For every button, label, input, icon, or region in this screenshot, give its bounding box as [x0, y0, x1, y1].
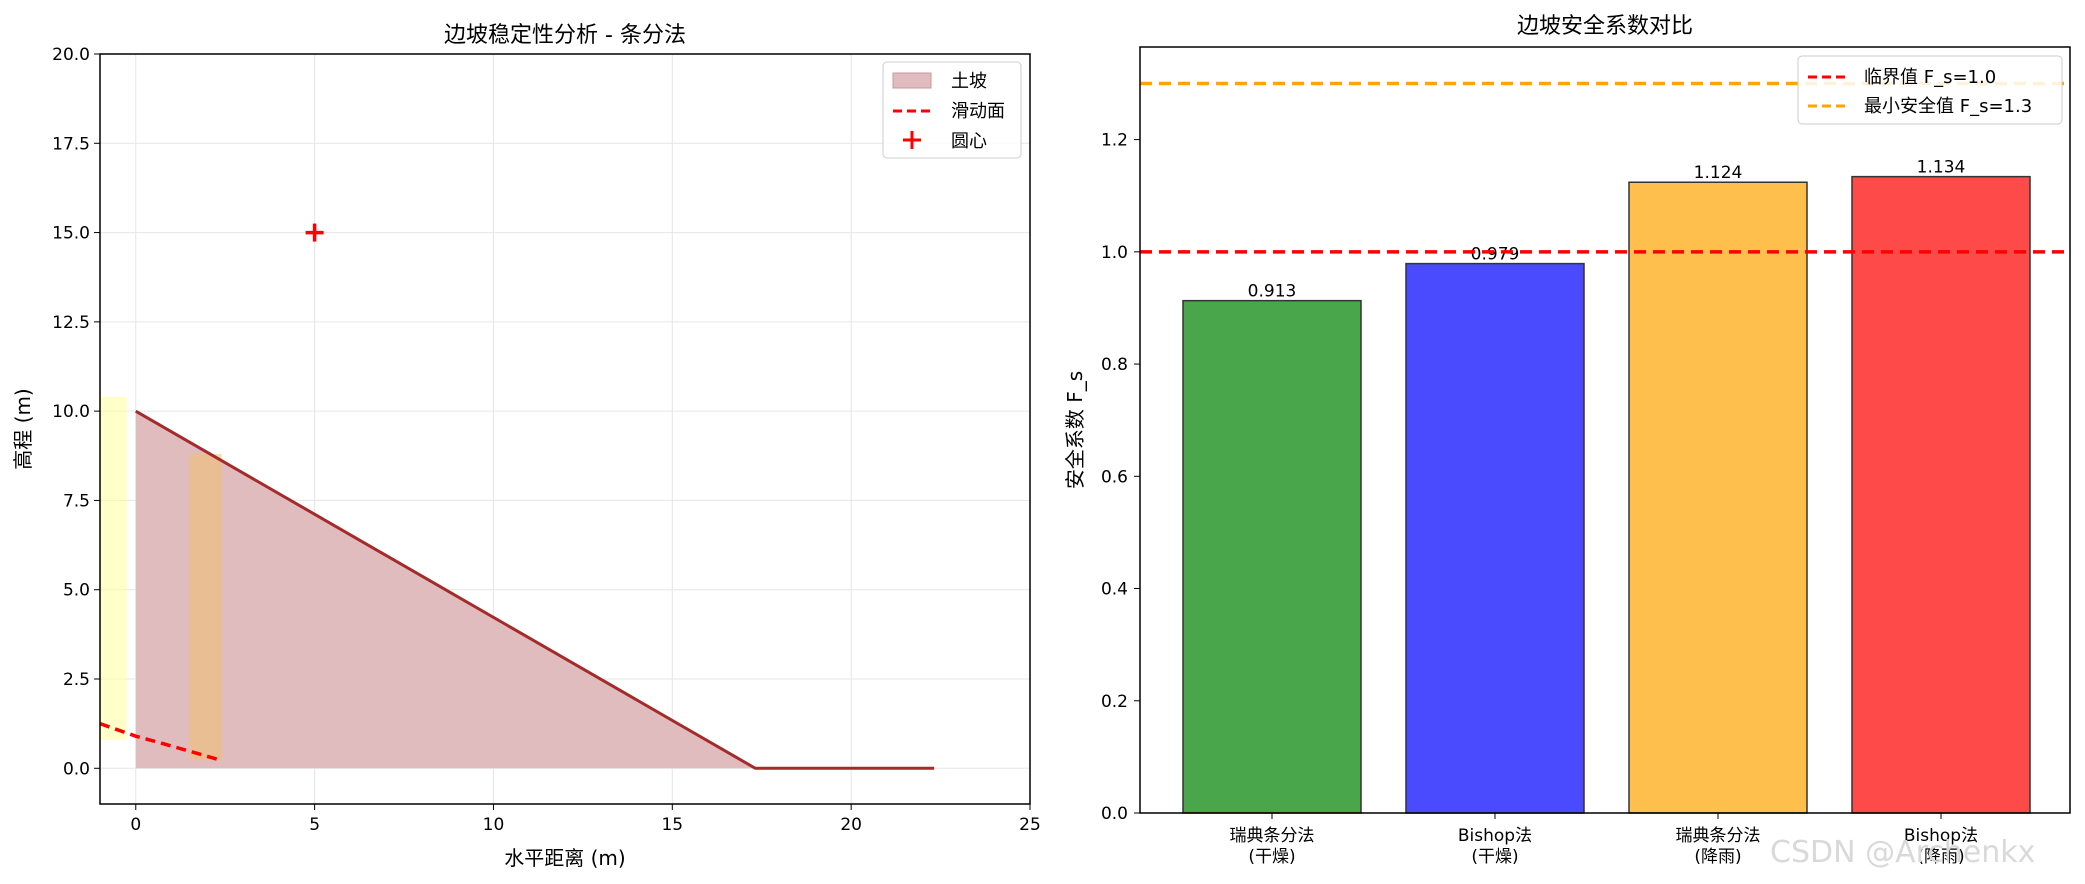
- legend-swatch-center: [903, 131, 921, 149]
- left-axes-frame: [99, 53, 1031, 805]
- legend-label-minimum: 最小安全值 F_s=1.3: [1864, 96, 2032, 117]
- legend-label-center: 圆心: [951, 131, 987, 152]
- right-x-ticks: 瑞典条分法(干燥)Bishop法(干燥)瑞典条分法(降雨)Bishop法(降雨): [1230, 813, 1978, 867]
- left-y-tick-label: 17.5: [52, 134, 90, 154]
- bar-value-label: 0.913: [1248, 282, 1297, 302]
- bar: [1405, 262, 1585, 814]
- left-x-tick-label: 0: [130, 815, 141, 835]
- right-plot-area: 0.913 0.979 1.124 1.134: [1140, 81, 2070, 814]
- right-x-tick-label-line: (干燥): [1248, 847, 1295, 867]
- bar: [1628, 181, 1808, 814]
- left-x-tick-label: 20: [840, 815, 862, 835]
- safety-factor-chart: 0.913 0.979 1.124 1.134 0.0 0.2 0.4 0.6 0.8 1.0 1…: [1063, 14, 2071, 867]
- right-y-tick-label: 1.0: [1101, 243, 1128, 263]
- legend-label-slope: 土坡: [951, 71, 987, 92]
- slope-fill: [135, 411, 935, 769]
- slip-surface-line: [99, 721, 223, 763]
- bar: [1851, 175, 2031, 814]
- right-x-tick-label-line: Bishop法: [1904, 826, 1978, 846]
- slope-profile-line: [135, 409, 935, 770]
- left-y-tick-label: 20.0: [52, 45, 90, 65]
- left-y-tick-label: 10.0: [52, 402, 90, 422]
- left-x-tick-label: 10: [483, 815, 505, 835]
- right-y-tick-label: 0.4: [1101, 580, 1128, 600]
- left-y-tick-label: 0.0: [63, 759, 90, 779]
- right-x-tick-label: Bishop法(干燥): [1458, 826, 1532, 867]
- slice: [100, 396, 127, 740]
- right-x-tick-label-line: 瑞典条分法: [1676, 826, 1761, 846]
- legend-label-critical: 临界值 F_s=1.0: [1864, 67, 1996, 88]
- right-x-tick-label-line: 瑞典条分法: [1230, 826, 1315, 846]
- right-y-tick-label: 0.6: [1101, 467, 1128, 487]
- slope-stability-chart: 0 5 10 15 20 25 0.0 2.5 5.0 7.5 10.0 12.5 15.0 17.5 2…: [11, 23, 1041, 870]
- left-y-tick-label: 5.0: [63, 581, 90, 601]
- legend-swatch-slope: [892, 72, 932, 89]
- left-x-tick-label: 15: [661, 815, 683, 835]
- left-y-tick-label: 7.5: [63, 491, 90, 511]
- right-legend-box: [1797, 55, 2063, 125]
- slice: [189, 454, 222, 761]
- right-x-tick-label-line: (降雨): [1917, 847, 1964, 867]
- circle-center-marker: [305, 223, 324, 242]
- right-legend: 临界值 F_s=1.0 最小安全值 F_s=1.3: [1797, 55, 2063, 125]
- right-x-tick-label-line: (干燥): [1471, 847, 1518, 867]
- watermark: CSDN @Archenkx: [1770, 835, 2035, 870]
- bar-value-label: 1.124: [1694, 163, 1743, 183]
- bar-value-label: 0.979: [1471, 245, 1520, 265]
- right-x-tick-label: Bishop法(降雨): [1904, 826, 1978, 867]
- right-y-ticks: 0.0 0.2 0.4 0.6 0.8 1.0 1.2: [1101, 131, 1140, 824]
- right-x-tick-label-line: (降雨): [1694, 847, 1741, 867]
- left-x-tick-label: 25: [1019, 815, 1041, 835]
- left-y-tick-label: 2.5: [63, 670, 90, 690]
- right-y-tick-label: 0.0: [1101, 804, 1128, 824]
- right-y-tick-label: 0.2: [1101, 692, 1128, 712]
- right-chart-title: 边坡安全系数对比: [1517, 14, 1693, 39]
- left-x-ticks: 0 5 10 15 20 25: [130, 804, 1041, 835]
- right-y-axis-label: 安全系数 F_s: [1063, 371, 1087, 489]
- left-chart-title: 边坡稳定性分析 - 条分法: [444, 23, 686, 48]
- left-x-axis-label: 水平距离 (m): [504, 846, 625, 870]
- legend-label-slip: 滑动面: [951, 101, 1005, 122]
- bar-value-label: 1.134: [1917, 158, 1966, 178]
- left-y-ticks: 0.0 2.5 5.0 7.5 10.0 12.5 15.0 17.5 20.0: [52, 45, 100, 779]
- left-plot-area: [99, 223, 935, 770]
- left-legend: 土坡 滑动面 圆心: [882, 61, 1022, 159]
- right-x-tick-label-line: Bishop法: [1458, 826, 1532, 846]
- right-x-tick-label: 瑞典条分法(干燥): [1230, 826, 1315, 867]
- right-axes-frame: [1139, 46, 2071, 814]
- left-y-tick-label: 15.0: [52, 224, 90, 244]
- right-y-tick-label: 1.2: [1101, 131, 1128, 151]
- right-y-tick-label: 0.8: [1101, 355, 1128, 375]
- left-y-tick-label: 12.5: [52, 313, 90, 333]
- bar: [1182, 299, 1362, 814]
- right-x-tick-label: 瑞典条分法(降雨): [1676, 826, 1761, 867]
- left-x-tick-label: 5: [309, 815, 320, 835]
- left-y-axis-label: 高程 (m): [11, 388, 35, 469]
